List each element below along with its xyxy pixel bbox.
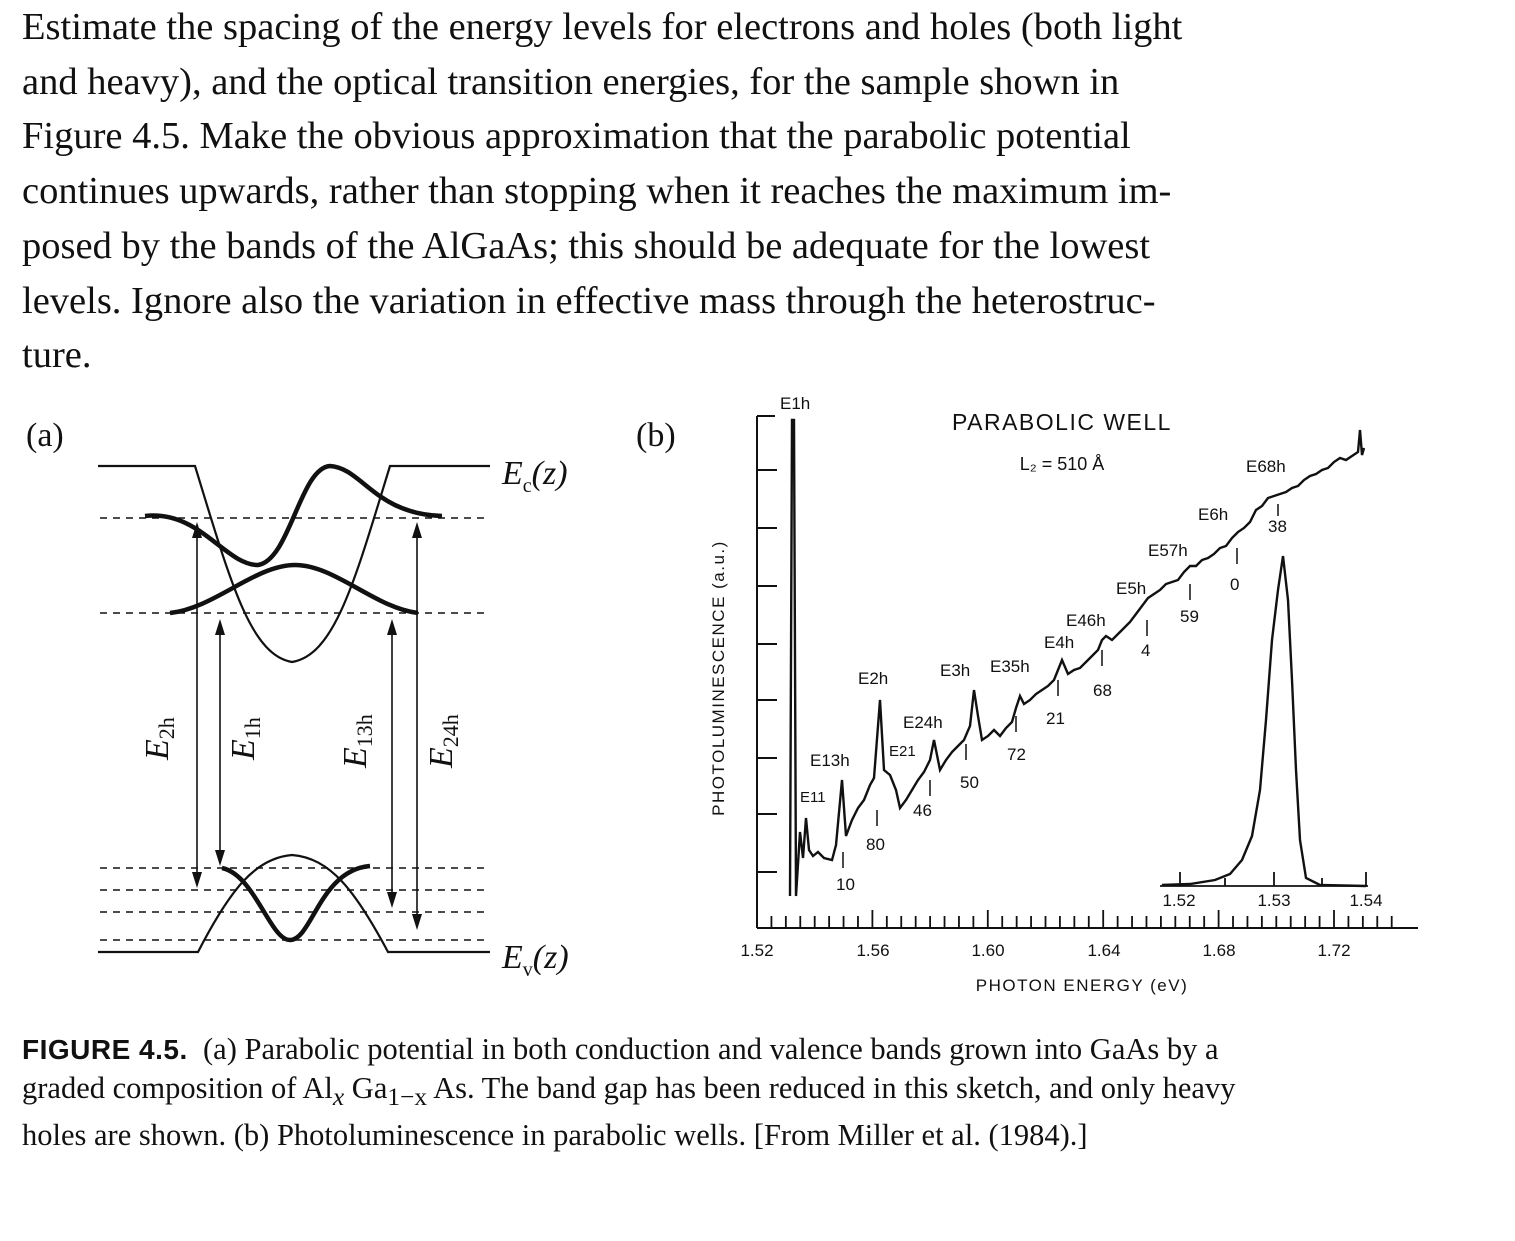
marker-number: 46 (913, 801, 932, 820)
peak-label-e57h: E57h (1148, 541, 1188, 560)
peak-label-e13h: E13h (810, 751, 850, 770)
x-axis-label: PHOTON ENERGY (eV) (976, 976, 1188, 995)
x-tick-label: 1.64 (1087, 941, 1120, 960)
marker-number: 0 (1230, 575, 1239, 594)
transition-arrows (196, 528, 418, 922)
inset-tick-label: 1.54 (1349, 891, 1382, 910)
inset-peak-line (1161, 555, 1367, 888)
peak-label-e1h: E1h (780, 394, 810, 413)
inset-tick-label: 1.52 (1162, 891, 1195, 910)
peak-label-e11: E11 (800, 789, 826, 806)
caption-text: As. The band gap has been reduced in thi… (427, 1071, 1236, 1105)
electron-wavefunction-1 (169, 562, 419, 616)
marker-number: 80 (866, 835, 885, 854)
problem-text: Estimate the spacing of the energy level… (22, 0, 1247, 383)
x-tick-label: 1.68 (1202, 941, 1235, 960)
peak-label-e6h: E6h (1198, 505, 1228, 524)
peak-label-e35h: E35h (990, 657, 1030, 676)
marker-number: 4 (1141, 641, 1150, 660)
x-tick-label: 1.52 (740, 941, 773, 960)
marker-numbers: 10 80 46 50 72 21 68 4 59 0 38 (836, 517, 1287, 894)
caption-sub: 1−x (387, 1083, 428, 1112)
caption-head: FIGURE 4.5. (22, 1034, 188, 1065)
well-width-label: L₂ = 510 Å (1020, 454, 1105, 474)
valence-band-edge (98, 853, 490, 954)
chart-title: PARABOLIC WELL (952, 409, 1172, 435)
peak-label-e68h: E68h (1246, 457, 1286, 476)
panel-a-label: (a) (26, 417, 64, 454)
caption-text: (a) Parabolic potential in both conducti… (203, 1032, 1219, 1066)
text-line: posed by the bands of the AlGaAs; this s… (22, 224, 1151, 267)
caption-line: holes are shown. (b) Photoluminescence i… (22, 1118, 1088, 1153)
panel-a: (a) (26, 417, 569, 981)
peak-label-e3h: E3h (940, 661, 970, 680)
x-tick-label: 1.60 (971, 941, 1004, 960)
plot-axes (756, 415, 1418, 929)
caption-text: Ga (344, 1071, 388, 1105)
inset-tick-labels: 1.52 1.53 1.54 (1162, 891, 1382, 910)
text-line: Estimate the spacing of the energy level… (22, 6, 1183, 48)
caption-line: graded composition of Alx Ga1−x As. The … (22, 1069, 1492, 1116)
peak-label-e5h: E5h (1116, 579, 1146, 598)
inset-plot: 1.52 1.53 1.54 (1160, 555, 1383, 910)
marker-number: 50 (960, 773, 979, 792)
marker-number: 59 (1180, 607, 1199, 626)
marker-number: 68 (1093, 681, 1112, 700)
panel-b: (b) 1.52 1.56 1.60 1.64 1.68 1.72 (636, 394, 1418, 995)
marker-number: 21 (1046, 709, 1065, 728)
text-line: Figure 4.5. Make the obvious approximati… (22, 115, 1131, 158)
caption-sub: x (332, 1083, 345, 1112)
x-tick-labels: 1.52 1.56 1.60 1.64 1.68 1.72 (740, 941, 1350, 960)
transition-label-e2h: E2h (139, 717, 179, 761)
transition-label-e1h: E1h (225, 717, 265, 761)
peak-label-e24h: E24h (903, 713, 943, 732)
peak-label-e46h: E46h (1066, 611, 1106, 630)
text-line: levels. Ignore also the variation in eff… (22, 279, 1156, 322)
ec-label: Ec(z) (501, 455, 568, 497)
peak-labels: E1h E11 E13h E2h E21 E24h E3h E35h E4h E… (780, 394, 1286, 806)
y-axis-label: PHOTOLUMINESCENCE (a.u.) (709, 540, 728, 816)
arrow-heads (192, 522, 422, 930)
caption-text: graded composition of Al (22, 1071, 333, 1105)
x-ticks (756, 910, 1393, 928)
text-line: ture. (22, 334, 92, 377)
electron-wavefunction-2 (144, 463, 443, 568)
transition-label-e13h: E13h (337, 714, 377, 769)
marker-ticks (842, 504, 1279, 868)
marker-number: 38 (1268, 517, 1287, 536)
peak-label-e21: E21 (889, 743, 916, 760)
inset-tick-label: 1.53 (1257, 891, 1290, 910)
inset-ticks (1179, 872, 1367, 886)
text-line: and heavy), and the optical transition e… (22, 60, 1120, 103)
y-ticks (757, 469, 777, 873)
hole-wavefunction-2 (221, 863, 371, 943)
text-line: continues upwards, rather than stopping … (22, 170, 1172, 213)
transition-label-e24h: E24h (423, 714, 463, 769)
x-tick-label: 1.72 (1317, 941, 1350, 960)
caption-line: FIGURE 4.5. (a) Parabolic potential in b… (22, 1030, 1492, 1069)
x-tick-label: 1.56 (856, 941, 889, 960)
marker-number: 10 (836, 875, 855, 894)
ev-label: Ev(z) (501, 939, 569, 981)
marker-number: 72 (1007, 745, 1026, 764)
panel-b-label: (b) (636, 417, 676, 454)
pl-spectrum-line (788, 418, 1366, 897)
peak-label-e4h: E4h (1044, 633, 1074, 652)
figure-caption: FIGURE 4.5. (a) Parabolic potential in b… (22, 1030, 1492, 1154)
peak-label-e2h: E2h (858, 669, 888, 688)
